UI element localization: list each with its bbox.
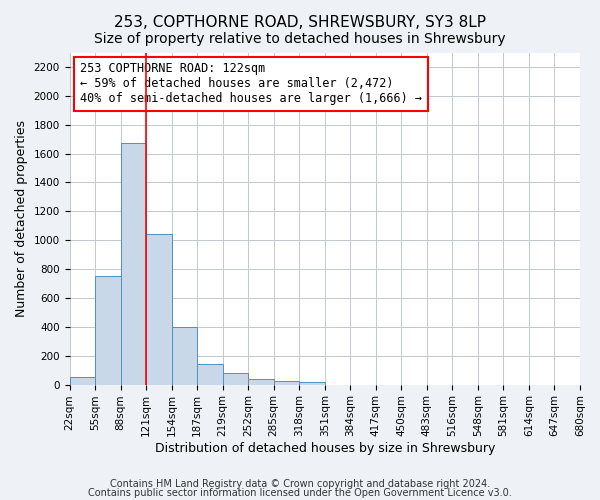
Bar (299, 382, 325, 384)
Bar (274, 381, 299, 384)
Bar (223, 373, 248, 384)
Bar (146, 234, 172, 384)
X-axis label: Distribution of detached houses by size in Shrewsbury: Distribution of detached houses by size … (155, 442, 495, 455)
Text: Contains HM Land Registry data © Crown copyright and database right 2024.: Contains HM Land Registry data © Crown c… (110, 479, 490, 489)
Bar (197, 364, 223, 384)
Bar (95, 276, 121, 384)
Bar (248, 379, 274, 384)
Text: Size of property relative to detached houses in Shrewsbury: Size of property relative to detached ho… (94, 32, 506, 46)
Text: 253, COPTHORNE ROAD, SHREWSBURY, SY3 8LP: 253, COPTHORNE ROAD, SHREWSBURY, SY3 8LP (114, 15, 486, 30)
Bar (121, 144, 146, 384)
Bar (70, 378, 95, 384)
Bar (172, 327, 197, 384)
Y-axis label: Number of detached properties: Number of detached properties (15, 120, 28, 317)
Text: Contains public sector information licensed under the Open Government Licence v3: Contains public sector information licen… (88, 488, 512, 498)
Text: 253 COPTHORNE ROAD: 122sqm
← 59% of detached houses are smaller (2,472)
40% of s: 253 COPTHORNE ROAD: 122sqm ← 59% of deta… (80, 62, 422, 106)
